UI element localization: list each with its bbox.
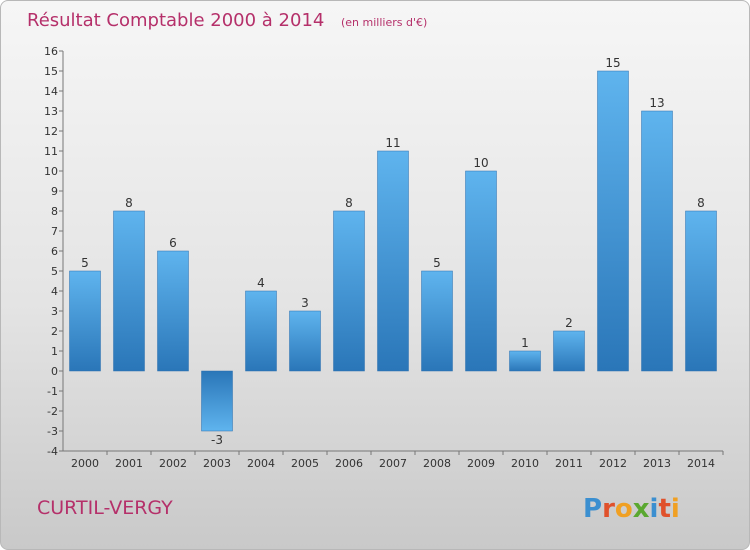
x-axis: 2000 2001 2002 2003 2004 2005 2006 2007 2008 2009… bbox=[63, 450, 724, 470]
x-tick-label: 2001 bbox=[115, 457, 143, 470]
bar bbox=[641, 110, 673, 372]
bar-value-label: 8 bbox=[345, 196, 353, 210]
y-tick-label: -2 bbox=[47, 405, 58, 418]
bar bbox=[289, 310, 321, 372]
bar-value-label: 5 bbox=[433, 256, 441, 270]
bar bbox=[553, 330, 585, 372]
y-tick-label: 2 bbox=[51, 325, 58, 338]
bar-value-label: 5 bbox=[81, 256, 89, 270]
location-name: CURTIL-VERGY bbox=[37, 497, 173, 519]
brand-logo-letter: t bbox=[658, 494, 670, 524]
y-tick-label: -4 bbox=[47, 445, 58, 458]
bar-value-label: 3 bbox=[301, 296, 309, 310]
x-tick-label: 2013 bbox=[643, 457, 671, 470]
chart-subtitle: (en milliers d'€) bbox=[341, 16, 427, 29]
x-tick-label: 2003 bbox=[203, 457, 231, 470]
y-tick-label: 7 bbox=[51, 225, 58, 238]
bar-value-label: 4 bbox=[257, 276, 265, 290]
brand-logo-letter: x bbox=[633, 494, 650, 524]
brand-logo: Proxiti bbox=[583, 494, 680, 524]
chart-title: Résultat Comptable 2000 à 2014 bbox=[27, 10, 324, 31]
brand-logo-letter: i bbox=[671, 494, 680, 524]
bar bbox=[465, 170, 497, 372]
y-tick-label: 14 bbox=[44, 85, 58, 98]
y-tick-label: 4 bbox=[51, 285, 58, 298]
bar-value-label: -3 bbox=[211, 433, 223, 447]
y-tick-label: 1 bbox=[51, 345, 58, 358]
x-tick-label: 2006 bbox=[335, 457, 363, 470]
x-tick-label: 2014 bbox=[687, 457, 715, 470]
bar bbox=[421, 270, 453, 372]
brand-logo-letter: o bbox=[615, 494, 633, 524]
bar-value-label: 11 bbox=[385, 136, 400, 150]
x-tick-label: 2004 bbox=[247, 457, 275, 470]
bar bbox=[509, 350, 541, 372]
y-tick-label: 13 bbox=[44, 105, 58, 118]
y-tick-label: -3 bbox=[47, 425, 58, 438]
bar bbox=[685, 210, 717, 372]
y-tick-label: 9 bbox=[51, 185, 58, 198]
bar-value-label: 15 bbox=[605, 56, 620, 70]
x-tick-label: 2009 bbox=[467, 457, 495, 470]
x-tick-label: 2000 bbox=[71, 457, 99, 470]
bar bbox=[377, 150, 409, 372]
x-tick-label: 2010 bbox=[511, 457, 539, 470]
x-tick-label: 2005 bbox=[291, 457, 319, 470]
y-tick-label: 11 bbox=[44, 145, 58, 158]
x-tick-label: 2011 bbox=[555, 457, 583, 470]
bar-value-label: 2 bbox=[565, 316, 573, 330]
bar-value-label: 6 bbox=[169, 236, 177, 250]
y-tick-label: 10 bbox=[44, 165, 58, 178]
brand-logo-letter: i bbox=[650, 494, 659, 524]
y-tick-label: 16 bbox=[44, 45, 58, 58]
y-tick-label: -1 bbox=[47, 385, 58, 398]
bar-value-label: 8 bbox=[125, 196, 133, 210]
y-tick-label: 3 bbox=[51, 305, 58, 318]
bar bbox=[113, 210, 145, 372]
bar-value-label: 8 bbox=[697, 196, 705, 210]
bar bbox=[245, 290, 277, 372]
y-tick-label: 8 bbox=[51, 205, 58, 218]
x-tick-label: 2008 bbox=[423, 457, 451, 470]
y-tick-label: 5 bbox=[51, 265, 58, 278]
bar bbox=[201, 370, 233, 432]
bar-value-label: 10 bbox=[473, 156, 488, 170]
y-tick-label: 12 bbox=[44, 125, 58, 138]
x-tick-label: 2012 bbox=[599, 457, 627, 470]
x-tick-label: 2007 bbox=[379, 457, 407, 470]
bar bbox=[157, 250, 189, 372]
bar bbox=[597, 70, 629, 372]
bars: 5 8 6 -3 4 3 8 11 5 10 1 2 15 13 8 bbox=[69, 56, 717, 447]
x-tick-label: 2002 bbox=[159, 457, 187, 470]
y-tick-label: 6 bbox=[51, 245, 58, 258]
y-tick-label: 15 bbox=[44, 65, 58, 78]
brand-logo-letter: r bbox=[602, 494, 615, 524]
bar bbox=[333, 210, 365, 372]
bar-value-label: 1 bbox=[521, 336, 529, 350]
bar-value-label: 13 bbox=[649, 96, 664, 110]
brand-logo-letter: P bbox=[583, 494, 602, 524]
bar bbox=[69, 270, 101, 372]
y-tick-label: 0 bbox=[51, 365, 58, 378]
